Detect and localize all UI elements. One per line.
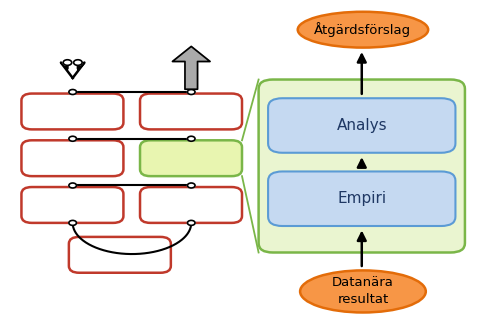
Circle shape <box>69 136 76 141</box>
Circle shape <box>69 183 76 188</box>
FancyBboxPatch shape <box>140 93 242 129</box>
Ellipse shape <box>300 270 426 313</box>
Circle shape <box>69 89 76 94</box>
FancyBboxPatch shape <box>21 187 123 223</box>
Circle shape <box>187 89 195 94</box>
FancyBboxPatch shape <box>140 140 242 176</box>
FancyBboxPatch shape <box>21 140 123 176</box>
Circle shape <box>63 60 72 66</box>
FancyBboxPatch shape <box>258 80 465 252</box>
FancyBboxPatch shape <box>268 171 455 226</box>
Circle shape <box>187 220 195 225</box>
Circle shape <box>69 220 76 225</box>
Circle shape <box>74 60 82 66</box>
Text: Åtgärdsförslag: Åtgärdsförslag <box>315 22 411 37</box>
Text: Empiri: Empiri <box>337 191 386 206</box>
Circle shape <box>187 136 195 141</box>
Text: Analys: Analys <box>336 118 387 133</box>
FancyBboxPatch shape <box>69 237 171 273</box>
Circle shape <box>187 183 195 188</box>
FancyBboxPatch shape <box>21 93 123 129</box>
Ellipse shape <box>298 12 428 48</box>
Text: Datanära
resultat: Datanära resultat <box>332 276 394 307</box>
FancyBboxPatch shape <box>268 98 455 153</box>
FancyBboxPatch shape <box>140 187 242 223</box>
